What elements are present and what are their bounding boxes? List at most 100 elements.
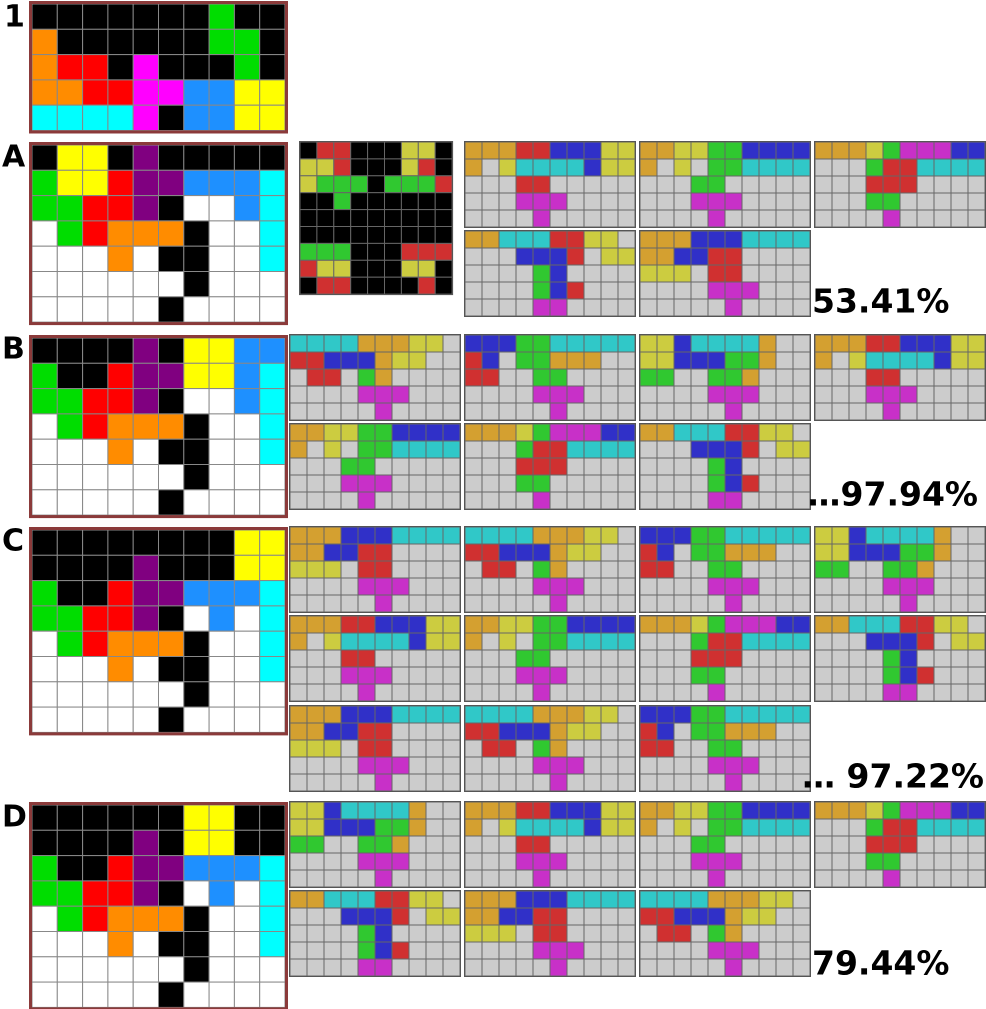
cell [425,543,444,562]
cell [707,209,726,228]
cell [532,334,551,353]
cell [208,79,235,106]
cell [583,801,602,820]
cell [690,141,709,160]
cell [967,209,986,228]
cell [481,368,500,387]
cell [498,385,517,404]
cell [882,869,901,888]
cell [792,869,811,888]
cell [374,402,393,421]
cell [933,649,952,668]
cell [707,705,726,724]
cell [690,402,709,421]
cell [498,852,517,871]
cell [549,560,568,579]
cell [233,706,261,733]
cell [107,144,134,171]
cell [600,385,619,404]
cell [56,706,84,733]
cell [515,649,534,668]
cell [707,247,726,266]
cell [323,756,342,775]
cell [357,649,376,668]
cell [515,869,534,888]
cell [56,79,84,106]
cell [600,594,619,613]
cell [498,298,517,317]
cell [617,526,636,545]
cell [442,818,461,837]
cell [158,605,185,632]
cell [323,440,342,459]
cell [316,259,335,278]
cell [481,141,500,160]
cell [882,835,901,854]
cell [758,560,777,579]
cell [515,632,534,651]
cell [583,526,602,545]
cell [408,683,427,702]
cell [566,368,585,387]
cell [549,835,568,854]
cell [690,158,709,177]
cell [707,907,726,926]
cell [408,334,427,353]
cell [741,526,760,545]
cell [673,649,692,668]
cell [464,247,483,266]
cell [56,413,84,440]
cell [391,560,410,579]
cell [617,649,636,668]
cell [639,543,658,562]
cell [391,491,410,510]
cell [289,368,308,387]
cell [950,577,969,596]
cell [208,28,235,56]
cell [208,855,235,882]
cell [724,230,743,249]
cell [814,175,833,194]
cell [259,489,286,516]
cell [306,543,325,562]
cell [208,438,235,466]
cell [323,560,342,579]
cell [792,907,811,926]
score: … 97.22% [802,757,984,796]
cell [673,801,692,820]
cell [775,705,794,724]
cell [259,195,286,222]
cell [333,192,352,211]
cell [357,705,376,724]
cell [357,869,376,888]
cell [132,54,159,81]
cell [515,209,534,228]
cell [814,543,833,562]
cell [374,869,393,888]
cell [515,666,534,685]
cell [442,924,461,943]
cell [357,773,376,792]
cell [617,474,636,493]
cell [566,247,585,266]
cell [899,560,918,579]
cell [741,175,760,194]
cell [690,615,709,634]
cell [82,656,109,683]
cell [374,739,393,758]
cell [289,615,308,634]
cell [639,281,658,300]
cell [656,852,675,871]
cell [865,818,884,837]
cell [758,175,777,194]
cell [566,281,585,300]
cell [259,413,286,440]
cell [299,242,318,261]
cell [600,577,619,596]
cell [741,577,760,596]
cell [532,474,551,493]
cell [442,423,461,442]
cell [56,529,84,556]
cell [350,259,369,278]
cell [950,632,969,651]
